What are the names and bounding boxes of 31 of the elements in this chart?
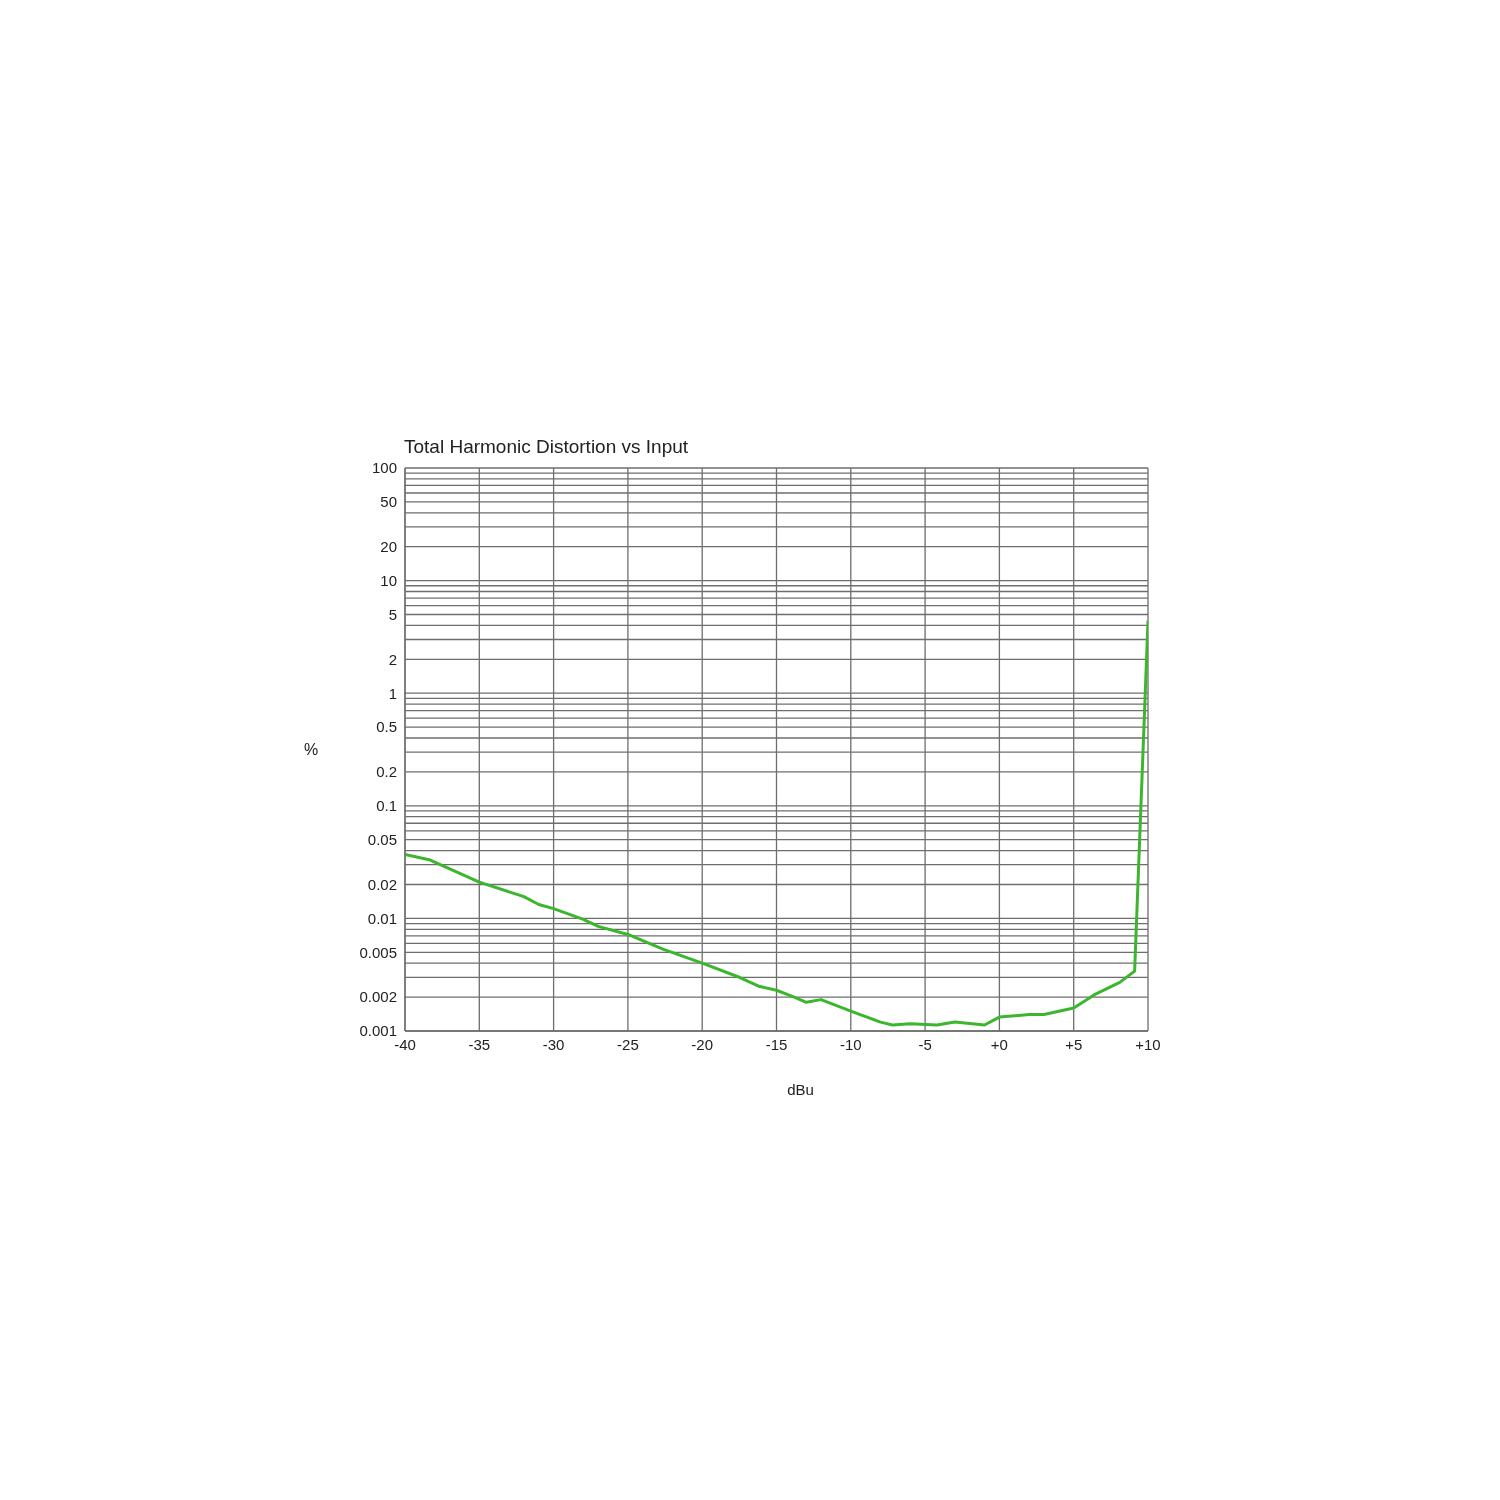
x-axis-title: dBu — [786, 1081, 815, 1098]
y-tick-label: 2 — [388, 650, 397, 668]
y-tick-label: 0.1 — [376, 797, 397, 815]
x-tick-label: -15 — [765, 1035, 788, 1053]
y-tick-label: 0.001 — [359, 1022, 397, 1040]
y-tick-label: 20 — [380, 538, 397, 556]
y-tick-label: 0.005 — [359, 943, 397, 961]
x-tick-label: -35 — [468, 1035, 491, 1053]
y-axis-title: % — [304, 741, 319, 759]
chart-title: Total Harmonic Distortion vs Input — [404, 436, 689, 458]
x-tick-label: +10 — [1135, 1035, 1161, 1053]
x-tick-label: +5 — [1065, 1035, 1083, 1053]
y-tick-label: 10 — [380, 571, 397, 589]
y-tick-label: 0.5 — [376, 718, 397, 736]
line-series — [405, 619, 1148, 1027]
x-tick-label: -40 — [394, 1035, 416, 1053]
y-tick-label: 5 — [388, 605, 397, 623]
x-tick-label: -5 — [918, 1035, 932, 1053]
y-tick-label: 0.05 — [367, 831, 397, 849]
y-tick-label: 0.01 — [367, 909, 397, 927]
x-tick-label: -30 — [542, 1035, 565, 1053]
y-tick-label: 50 — [380, 493, 397, 511]
y-tick-label: 1 — [388, 684, 397, 702]
x-tick-label: -10 — [839, 1035, 862, 1053]
x-tick-label: -20 — [691, 1035, 714, 1053]
y-tick-label: 0.002 — [359, 988, 397, 1006]
y-tick-label: 0.02 — [367, 875, 397, 893]
x-tick-label: -25 — [617, 1035, 639, 1053]
x-tick-label: +0 — [990, 1035, 1008, 1053]
y-tick-label: 100 — [371, 459, 397, 477]
y-tick-label: 0.2 — [376, 763, 397, 781]
